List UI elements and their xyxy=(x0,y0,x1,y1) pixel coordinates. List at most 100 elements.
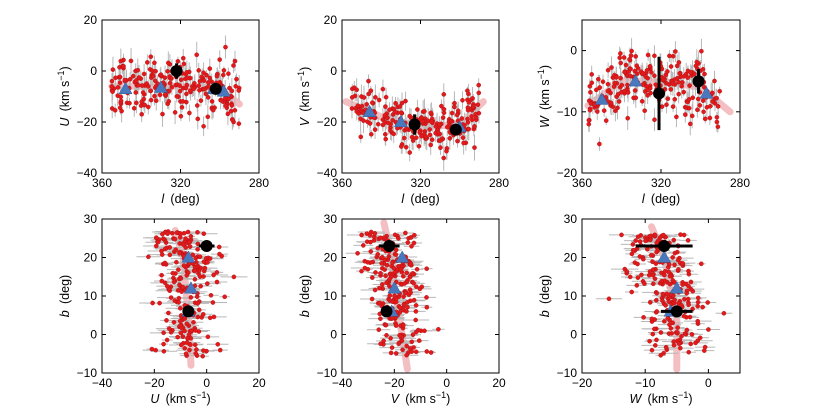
x-tick-label: −20 xyxy=(384,376,405,390)
scatter-point xyxy=(648,233,654,239)
scatter-point xyxy=(413,284,419,290)
scatter-point xyxy=(231,274,237,280)
scatter-point xyxy=(144,81,149,86)
scatter-point xyxy=(388,335,393,341)
scatter-point xyxy=(383,136,389,142)
scatter-point xyxy=(118,98,124,104)
y-tick-label: −10 xyxy=(77,366,98,380)
scatter-point xyxy=(672,250,678,256)
scatter-point xyxy=(438,138,443,143)
panel-b_vs_V: −40 −20 0 20 −10 0 10 20 30 V (km s−1) b (deg) xyxy=(298,212,506,406)
x-axis-label: W (km s−1) xyxy=(629,390,692,406)
x-tick-label: 360 xyxy=(572,176,592,190)
scatter-point xyxy=(358,108,364,113)
scatter-point xyxy=(361,118,366,123)
scatter-point xyxy=(684,290,690,296)
scatter-point xyxy=(409,349,415,354)
x-tick-label: 0 xyxy=(203,376,210,390)
scatter-point xyxy=(414,266,420,272)
scatter-point xyxy=(439,103,444,109)
scatter-point xyxy=(642,281,647,286)
y-tick-label: −20 xyxy=(557,166,578,180)
scatter-point xyxy=(183,351,189,357)
x-tick-label: −40 xyxy=(332,376,353,390)
scatter-point xyxy=(669,331,675,336)
scatter-point xyxy=(193,328,198,333)
scatter-point xyxy=(117,80,123,85)
scatter-point xyxy=(454,112,460,118)
scatter-point xyxy=(183,245,188,250)
scatter-point xyxy=(179,289,184,294)
y-tick-label: 20 xyxy=(564,251,578,265)
scatter-point xyxy=(179,325,185,331)
y-axis-label: b (deg) xyxy=(58,275,72,317)
scatter-point xyxy=(155,239,161,245)
x-tick-label: 20 xyxy=(492,376,506,390)
scatter-point xyxy=(447,135,453,141)
scatter-point xyxy=(658,330,664,335)
scatter-point xyxy=(654,337,659,343)
scatter-point xyxy=(686,283,691,289)
scatter-point xyxy=(177,305,183,311)
scatter-point xyxy=(686,105,692,111)
scatter-point xyxy=(676,267,681,272)
scatter-point xyxy=(429,137,435,142)
scatter-point xyxy=(219,98,224,103)
scatter-point xyxy=(714,119,720,125)
scatter-point xyxy=(695,318,701,324)
scatter-point xyxy=(441,107,447,112)
scatter-point xyxy=(142,102,148,108)
scatter-point xyxy=(410,270,416,276)
y-axis-label-text: U (km s−1) xyxy=(56,66,72,126)
scatter-point xyxy=(391,265,397,271)
scatter-point xyxy=(211,272,216,278)
scatter-point xyxy=(623,62,629,68)
scatter-point xyxy=(390,118,396,123)
blue-triangle xyxy=(594,92,609,105)
scatter-point xyxy=(161,236,166,242)
scatter-point xyxy=(109,84,115,89)
scatter-point xyxy=(220,72,226,78)
scatter-point xyxy=(693,63,699,69)
scatter-point xyxy=(473,111,478,117)
x-axis-label-var: V xyxy=(391,392,401,406)
y-tick-label: −10 xyxy=(557,366,578,380)
scatter-point xyxy=(672,297,677,303)
scatter-point xyxy=(205,114,211,120)
scatter-point xyxy=(643,238,648,244)
scatter-point xyxy=(707,115,713,121)
scatter-point xyxy=(379,260,384,266)
scatter-point xyxy=(369,100,375,105)
scatter-point xyxy=(162,92,168,98)
scatter-point xyxy=(648,90,653,96)
scatter-point xyxy=(359,103,365,109)
scatter-point xyxy=(140,90,146,95)
scatter-point xyxy=(670,255,676,260)
scatter-point xyxy=(148,88,153,94)
x-axis-label-unit-close: ) xyxy=(446,392,450,406)
ticks: 360 320 280 −40 −20 0 20 xyxy=(317,13,510,190)
mean-point xyxy=(380,305,393,318)
y-axis-label-unit-exp: −1 xyxy=(56,71,66,81)
scatter-point xyxy=(402,281,407,286)
scatter-point xyxy=(226,96,231,102)
scatter-point xyxy=(184,340,190,345)
scatter-point xyxy=(196,307,202,313)
scatter-point xyxy=(150,73,156,79)
scatter-point xyxy=(400,273,406,279)
scatter-point xyxy=(697,335,703,341)
scatter-point xyxy=(641,314,646,320)
scatter-point xyxy=(617,55,623,61)
scatter-point xyxy=(215,341,221,347)
scatter-point xyxy=(166,326,172,331)
scatter-point xyxy=(378,316,383,322)
scatter-point xyxy=(653,343,658,348)
scatter-point xyxy=(184,70,190,75)
scatter-point xyxy=(670,53,676,59)
scatter-point xyxy=(616,99,622,104)
scatter-point xyxy=(647,338,652,344)
scatter-point xyxy=(193,351,198,356)
scatter-point xyxy=(401,135,407,141)
